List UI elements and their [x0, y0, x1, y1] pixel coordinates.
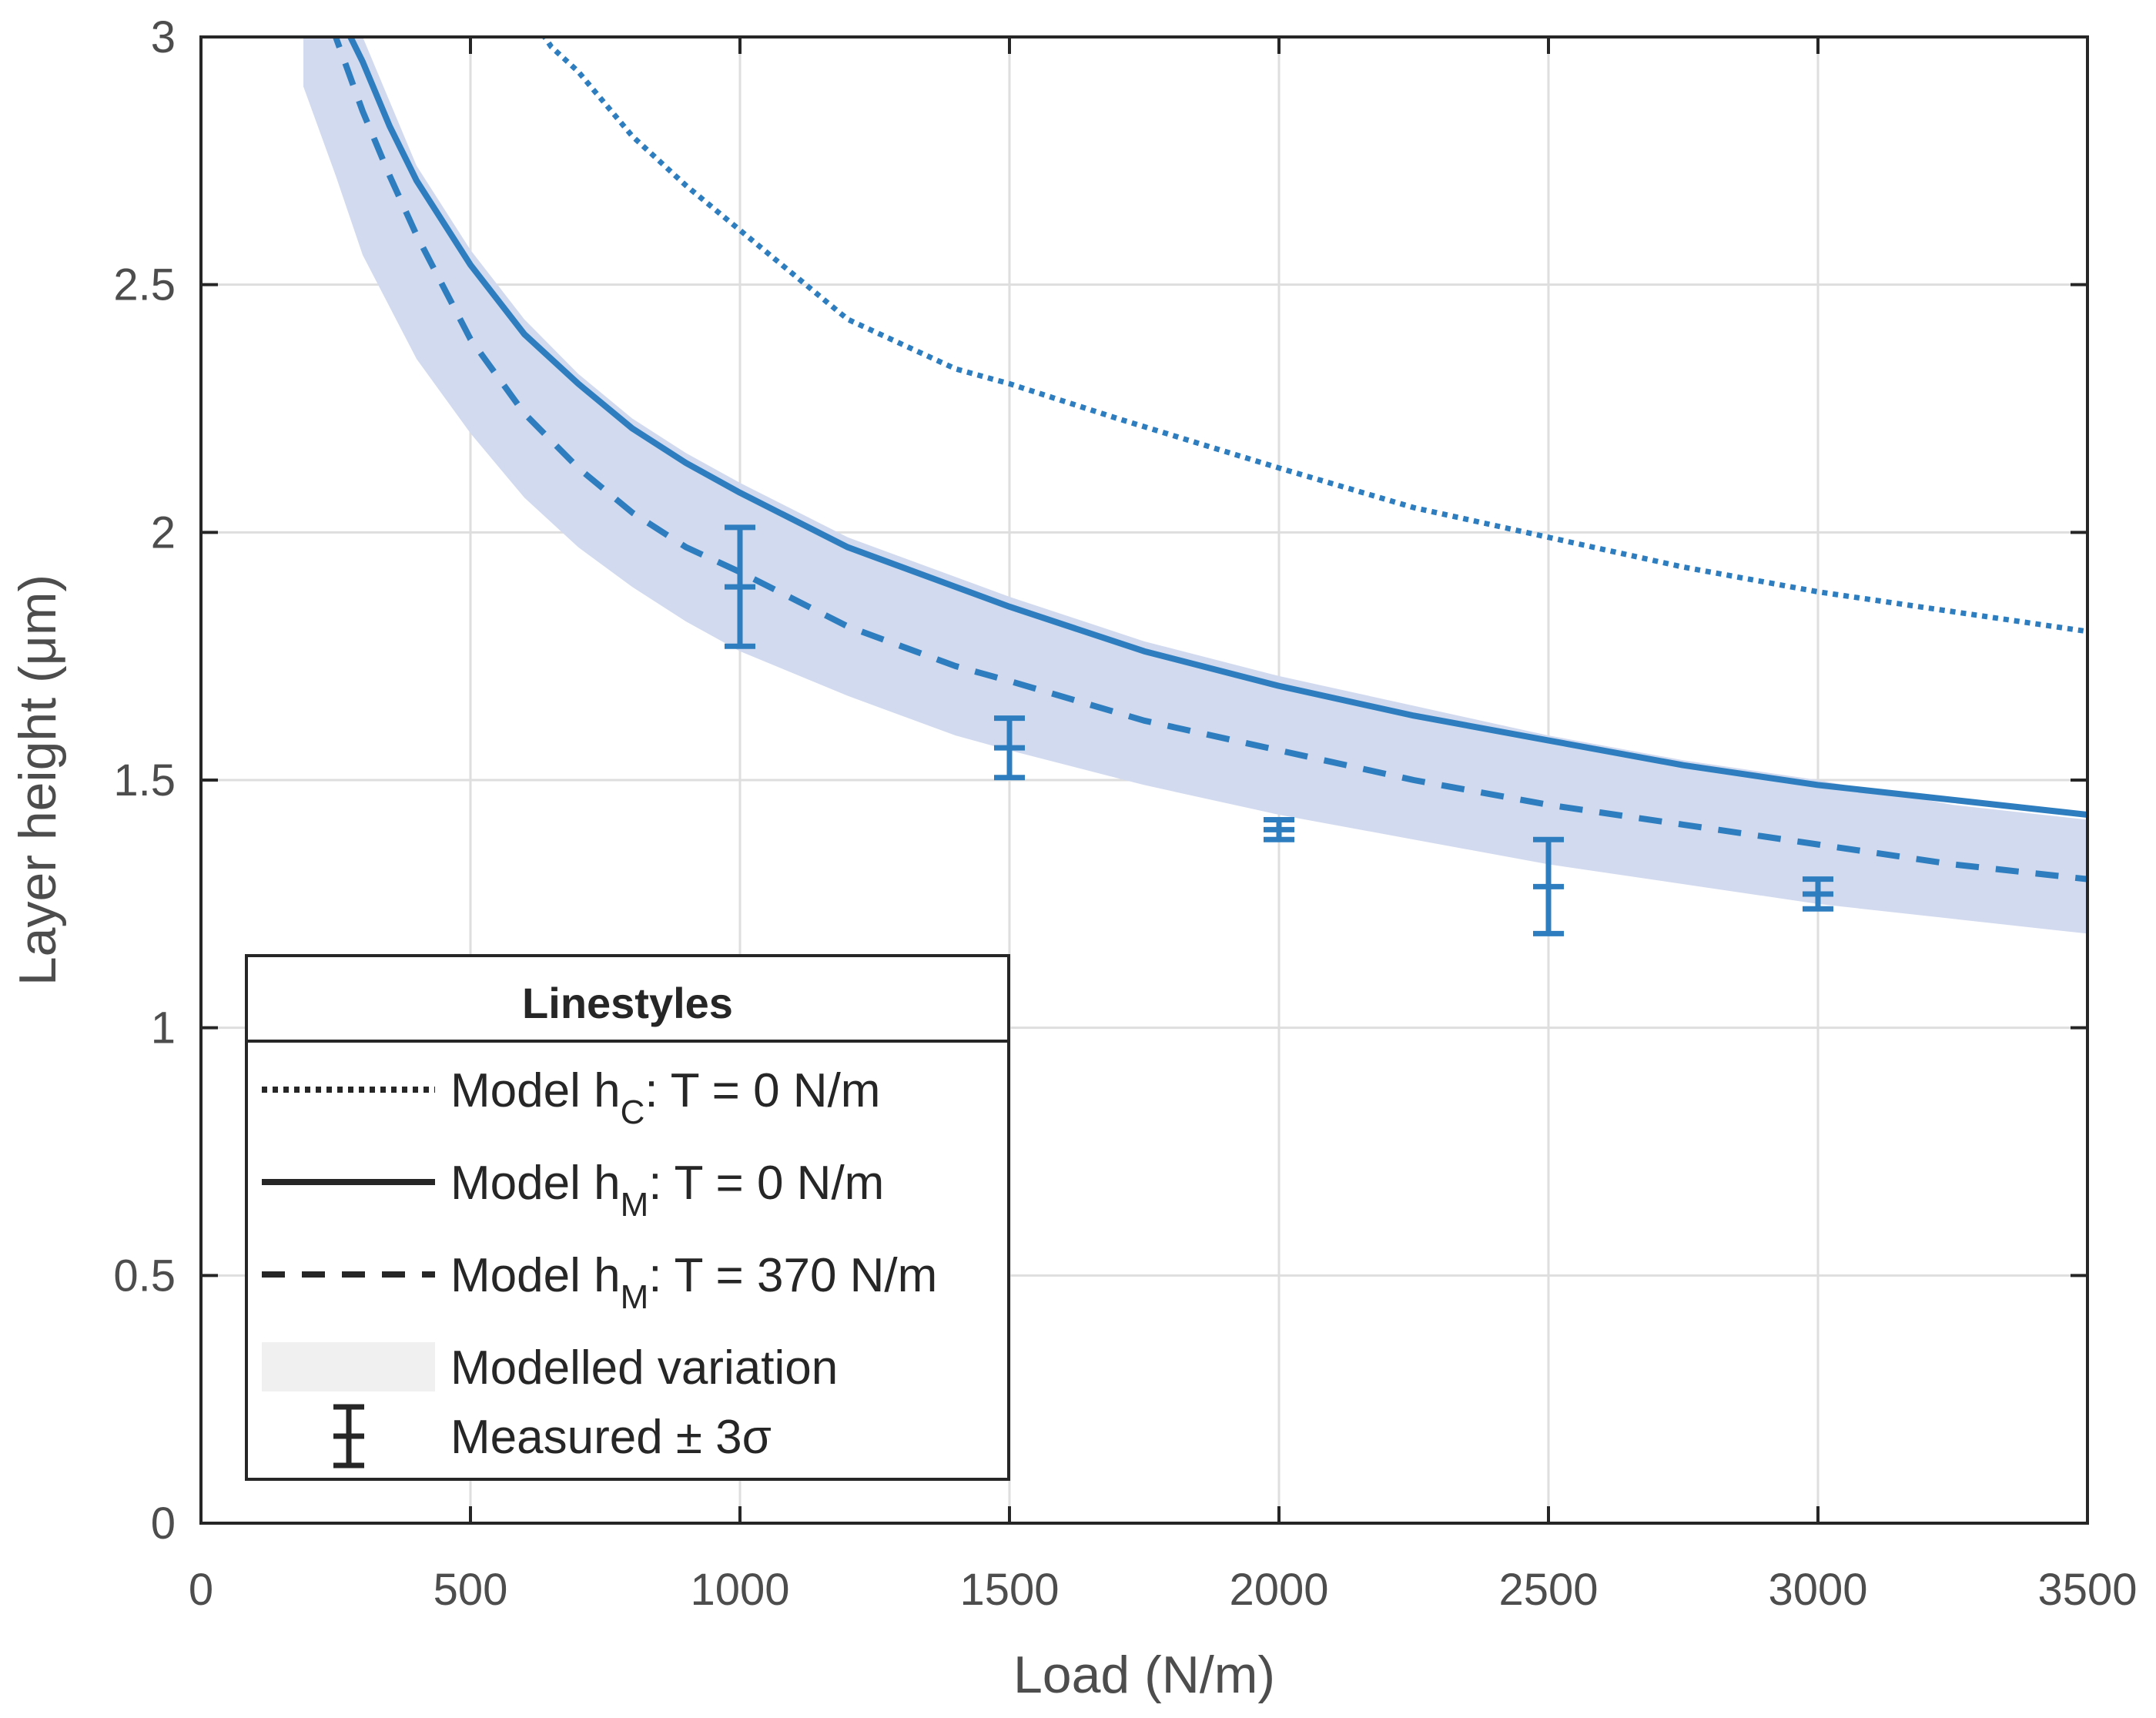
series-line-dotted — [541, 37, 2087, 635]
legend-label-prefix: Model h — [450, 1157, 621, 1210]
legend-label-4: Measured ± 3σ — [450, 1411, 772, 1464]
legend-label-2: Model hM: T = 370 N/m — [450, 1249, 937, 1316]
y-tick-label-5: 2.5 — [113, 260, 176, 310]
axis-ticks — [199, 35, 2089, 1525]
x-tick-label-5: 2500 — [1498, 1565, 1598, 1615]
x-tick-label-7: 3500 — [2037, 1565, 2137, 1615]
legend-label-suffix: : T = 0 N/m — [644, 1064, 880, 1117]
errorbar-1000 — [725, 524, 755, 649]
legend-swatch-band — [262, 1342, 435, 1391]
legend-label-1: Model hM: T = 0 N/m — [450, 1157, 884, 1224]
x-tick-label-1: 500 — [434, 1565, 508, 1615]
legend-entry-0: Model hC: T = 0 N/m — [262, 1064, 880, 1131]
y-tick-label-6: 3 — [151, 12, 176, 62]
y-tick-label-0: 0 — [151, 1499, 176, 1549]
legend-label-prefix: Model h — [450, 1249, 621, 1302]
variation-band-layer — [303, 37, 2087, 934]
series-line-dashed — [332, 37, 2087, 882]
x-axis-label: Load (N/m) — [1013, 1646, 1275, 1704]
legend-label-0: Model hC: T = 0 N/m — [450, 1064, 880, 1131]
series-layer — [332, 37, 2087, 882]
legend-label-subscript: C — [621, 1093, 645, 1131]
x-tick-label-6: 3000 — [1768, 1565, 1867, 1615]
legend-title: Linestyles — [522, 979, 733, 1027]
legend-entry-3: Modelled variation — [262, 1341, 838, 1395]
legend-label-suffix: : T = 0 N/m — [648, 1157, 884, 1210]
x-tick-label-3: 1500 — [959, 1565, 1059, 1615]
legend-label-subscript: M — [621, 1186, 649, 1224]
errorbar-2000 — [1264, 816, 1294, 842]
variation-band — [303, 37, 2087, 934]
errorbar-1500 — [994, 715, 1025, 781]
y-tick-label-1: 0.5 — [113, 1251, 176, 1301]
y-tick-labels: 0 0.5 1 1.5 2 2.5 3 — [113, 12, 176, 1549]
series-line-solid — [346, 37, 2087, 819]
x-tick-label-2: 1000 — [690, 1565, 789, 1615]
legend-label-prefix: Modelled variation — [450, 1341, 838, 1395]
legend-entry-4: Measured ± 3σ — [333, 1404, 772, 1469]
legend-entry-1: Model hM: T = 0 N/m — [262, 1157, 884, 1224]
legend-entry-2: Model hM: T = 370 N/m — [262, 1249, 937, 1316]
legend-label-suffix: : T = 370 N/m — [648, 1249, 937, 1302]
legend-label-subscript: M — [621, 1278, 649, 1316]
legend-box — [245, 954, 1010, 1481]
legend-label-prefix: Measured ± 3σ — [450, 1411, 772, 1464]
x-tick-labels: 0 500 1000 1500 2000 2500 3000 3500 — [189, 1565, 2138, 1615]
legend-label-3: Modelled variation — [450, 1341, 838, 1395]
y-tick-label-3: 1.5 — [113, 755, 176, 805]
legend-label-prefix: Model h — [450, 1064, 621, 1117]
errorbar-3000 — [1803, 876, 1833, 912]
y-tick-label-2: 1 — [151, 1003, 176, 1053]
measured-errorbars — [725, 524, 1833, 936]
x-tick-label-4: 2000 — [1229, 1565, 1328, 1615]
x-tick-label-0: 0 — [189, 1565, 213, 1615]
y-tick-label-4: 2 — [151, 507, 176, 558]
y-axis-label: Layer height (μm) — [8, 574, 67, 986]
errorbar-2500 — [1533, 836, 1564, 936]
